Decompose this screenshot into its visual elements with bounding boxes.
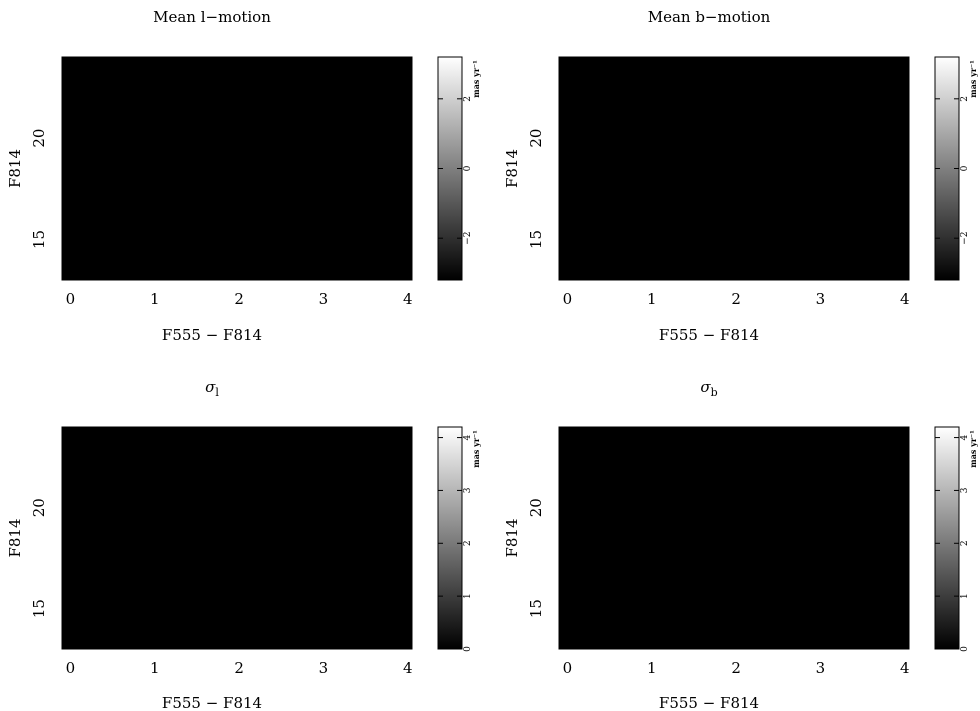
x-tick-label: 1 <box>150 659 160 677</box>
panel-title-subscript: b <box>711 386 718 399</box>
panel-title: Mean b−motion <box>648 8 771 26</box>
heatmap-background <box>62 57 412 280</box>
plot-inner-frame <box>65 60 409 277</box>
colorbar-tick-label: 3 <box>463 487 473 493</box>
colorbar-label: mas yr⁻¹ <box>471 60 481 98</box>
x-tick-label: 3 <box>816 290 826 308</box>
plot-frame <box>558 426 910 650</box>
x-axis-label: F555 − F814 <box>162 326 262 344</box>
plot-inner-frame <box>562 430 906 646</box>
x-tick-label: 3 <box>816 659 826 677</box>
x-tick-label: 3 <box>319 659 329 677</box>
x-tick-label: 0 <box>563 659 573 677</box>
colorbar-tick-label: 0 <box>463 165 473 171</box>
y-tick-label: 20 <box>527 498 545 517</box>
x-tick-label: 2 <box>731 290 741 308</box>
colorbar-tick-label: 2 <box>463 96 473 102</box>
x-axis-label: F555 − F814 <box>162 694 262 711</box>
y-axis-label: F814 <box>6 518 24 557</box>
plot-frame <box>61 426 413 650</box>
plot-frame <box>558 56 910 281</box>
colorbar-tick-label: 1 <box>960 593 970 599</box>
x-tick-label: 1 <box>647 659 657 677</box>
plot-inner-frame <box>65 430 409 646</box>
y-tick-label: 15 <box>527 599 545 618</box>
x-tick-label: 4 <box>900 659 910 677</box>
y-tick-label: 20 <box>30 129 48 148</box>
panel-title: Mean l−motion <box>153 8 271 26</box>
colorbar-gradient <box>934 426 960 650</box>
colorbar-tick-label: −2 <box>960 232 970 245</box>
colorbar-tick-label: 0 <box>960 165 970 171</box>
colorbar-tick-label: 4 <box>960 434 970 440</box>
y-tick-label: 15 <box>527 230 545 249</box>
y-axis-label: F814 <box>6 149 24 188</box>
x-tick-label: 0 <box>66 659 76 677</box>
heatmap-background <box>559 427 909 649</box>
y-tick-label: 20 <box>527 129 545 148</box>
panel-title: σl <box>205 378 219 399</box>
colorbar-label: mas yr⁻¹ <box>968 60 978 98</box>
x-tick-label: 2 <box>731 659 741 677</box>
y-tick-label: 15 <box>30 599 48 618</box>
y-tick-label: 15 <box>30 230 48 249</box>
panel-1: 0 1 2 3 4 15 20 F814 F555 − F814 Mean l−motion −2 0… <box>6 8 481 344</box>
colorbar-tick-label: 4 <box>463 434 473 440</box>
plot-inner-frame <box>562 60 906 277</box>
x-tick-label: 0 <box>66 290 76 308</box>
colorbar-tick-label: −2 <box>463 232 473 245</box>
y-axis-label: F814 <box>503 518 521 557</box>
x-axis-label: F555 − F814 <box>659 326 759 344</box>
colorbar-tick-label: 0 <box>463 646 473 652</box>
colorbar-tick-label: 3 <box>960 487 970 493</box>
x-tick-label: 2 <box>234 659 244 677</box>
y-axis-label: F814 <box>503 149 521 188</box>
x-axis-label: F555 − F814 <box>659 694 759 711</box>
x-tick-label: 0 <box>563 290 573 308</box>
x-tick-label: 3 <box>319 290 329 308</box>
x-tick-label: 4 <box>900 290 910 308</box>
colorbar-tick-label: 0 <box>960 646 970 652</box>
panel-2: 0 1 2 3 4 15 20 F814 F555 − F814 Mean b−motion −2 0… <box>503 8 978 344</box>
colorbar-label: mas yr⁻¹ <box>968 430 978 468</box>
heatmap-background <box>559 57 909 280</box>
x-tick-label: 4 <box>403 659 413 677</box>
colorbar-tick-label: 2 <box>960 540 970 546</box>
heatmap-background <box>62 427 412 649</box>
panel-title: σb <box>700 378 717 399</box>
colorbar-tick-label: 2 <box>463 540 473 546</box>
x-tick-label: 1 <box>647 290 657 308</box>
x-tick-label: 2 <box>234 290 244 308</box>
colorbar-gradient <box>437 426 463 650</box>
x-tick-label: 4 <box>403 290 413 308</box>
x-tick-label: 1 <box>150 290 160 308</box>
panel-title-subscript: l <box>215 386 219 399</box>
plot-frame <box>61 56 413 281</box>
colorbar-tick-label: 1 <box>463 593 473 599</box>
y-tick-label: 20 <box>30 498 48 517</box>
colorbar-tick-label: 2 <box>960 96 970 102</box>
colorbar-label: mas yr⁻¹ <box>471 430 481 468</box>
